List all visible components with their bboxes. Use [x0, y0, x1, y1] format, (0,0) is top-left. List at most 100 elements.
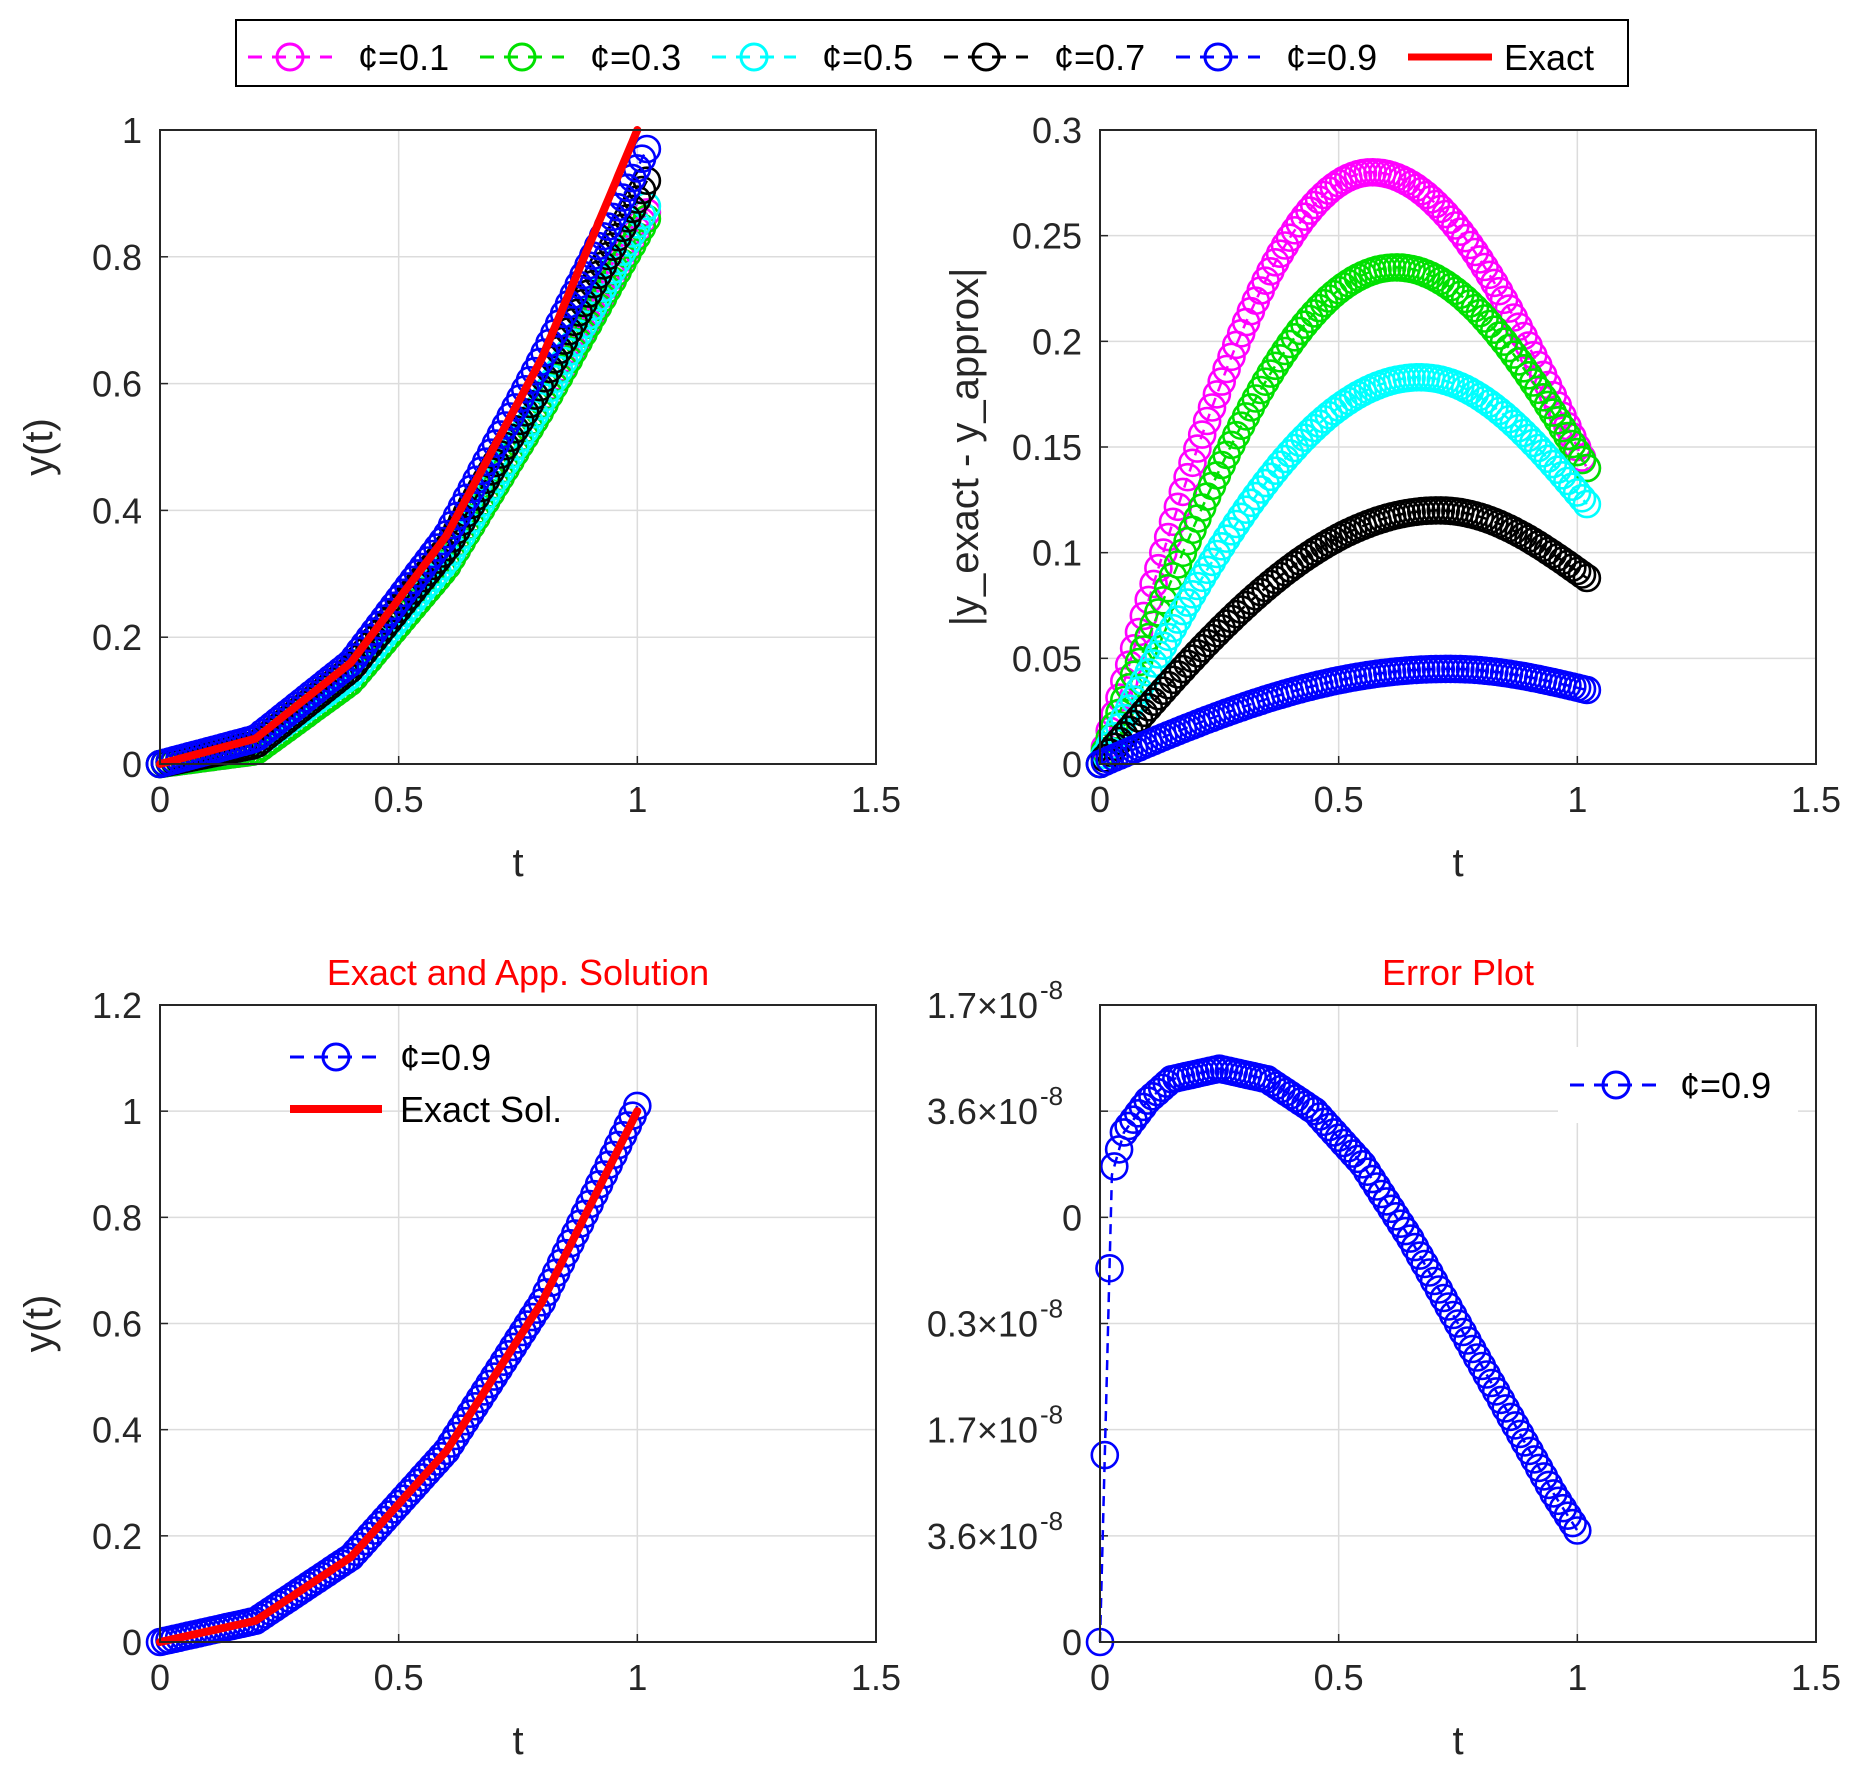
- data-point: [1090, 1440, 1120, 1470]
- data-point: [1314, 400, 1344, 430]
- data-point: [498, 1332, 528, 1362]
- data-point: [1460, 237, 1490, 267]
- data-point: [1295, 304, 1324, 334]
- data-point: [1192, 406, 1222, 436]
- data-point: [1465, 298, 1495, 328]
- data-point: [503, 1325, 533, 1354]
- data-point: [1226, 502, 1256, 532]
- data-point: [1475, 389, 1504, 418]
- legend-entry: ¢=0.3: [480, 37, 681, 78]
- data-point: [1421, 189, 1451, 219]
- data-point: [446, 1414, 476, 1443]
- data-point: [1197, 393, 1227, 422]
- data-point: [1558, 1508, 1587, 1538]
- data-point: [1173, 588, 1202, 617]
- data-point: [1528, 382, 1558, 412]
- legend-marker-icon: [1601, 1070, 1631, 1100]
- legend-marker-icon: [1203, 42, 1233, 72]
- data-point: [1553, 1501, 1583, 1530]
- data-point: [360, 1516, 390, 1545]
- axes-box: [159, 1004, 877, 1643]
- data-point: [369, 1505, 399, 1535]
- series-group: [145, 126, 662, 779]
- data-point: [1280, 550, 1310, 580]
- legend-marker-icon: [321, 1042, 351, 1072]
- series-¢=0.7: [1085, 496, 1602, 779]
- data-point: [1455, 289, 1485, 318]
- data-point: [1504, 413, 1533, 443]
- data-point: [1548, 1493, 1578, 1523]
- data-point: [1426, 194, 1456, 224]
- y-tick-label: 1.2: [92, 985, 142, 1026]
- data-point: [1431, 269, 1460, 299]
- data-point: [1261, 565, 1290, 595]
- data-point: [1192, 628, 1222, 658]
- x-tick-label: 0: [1090, 1657, 1110, 1698]
- data-point: [1523, 375, 1553, 405]
- data-point: [408, 1463, 437, 1492]
- data-point: [1265, 561, 1295, 591]
- y-tick-label: 0.3: [1032, 110, 1082, 151]
- data-point: [267, 703, 297, 733]
- data-point: [1372, 1187, 1401, 1216]
- data-point: [1144, 598, 1173, 627]
- data-point: [1519, 428, 1548, 458]
- data-point: [1319, 279, 1348, 309]
- data-point: [1324, 275, 1353, 305]
- y-tick-label: 1.7×10: [927, 985, 1038, 1026]
- data-point: [286, 687, 316, 717]
- data-point: [1538, 539, 1568, 569]
- y-tick-label: 1: [122, 1091, 142, 1132]
- y-tick-label: 0: [1062, 1197, 1082, 1238]
- data-point: [1324, 1123, 1353, 1152]
- data-point: [1285, 547, 1314, 576]
- data-point: [1197, 547, 1227, 577]
- data-point: [1562, 437, 1592, 467]
- data-point: [330, 652, 360, 682]
- legend-entry: ¢=0.9: [1176, 37, 1377, 78]
- series-group: [1085, 158, 1602, 779]
- data-point: [1095, 1254, 1124, 1283]
- data-point: [1470, 385, 1499, 415]
- data-point: [1533, 390, 1563, 420]
- data-point: [1362, 1172, 1392, 1201]
- data-point: [460, 1392, 490, 1421]
- series-line: [156, 1107, 642, 1646]
- legend-marker-icon: [971, 42, 1001, 72]
- data-point: [262, 707, 292, 736]
- data-point: [1173, 649, 1202, 679]
- y-tick-label: 3.6×10: [927, 1516, 1038, 1557]
- series-¢=0.9: [1085, 654, 1602, 779]
- data-point: [436, 1429, 466, 1458]
- legend-label: ¢=0.5: [822, 37, 913, 78]
- x-tick-label: 1.5: [851, 1657, 901, 1698]
- data-point: [1128, 1092, 1158, 1122]
- data-point: [1212, 354, 1241, 384]
- data-point: [1173, 462, 1202, 492]
- data-point: [1197, 623, 1227, 653]
- y-tick-exponent: -8: [1040, 1294, 1063, 1324]
- data-point: [1572, 489, 1602, 519]
- y-tick-label: 0.6: [92, 364, 142, 405]
- data-point: [365, 1510, 394, 1540]
- series-line: [156, 126, 642, 768]
- data-point: [1158, 665, 1188, 695]
- data-point: [1460, 293, 1490, 323]
- data-point: [1465, 245, 1495, 274]
- data-point: [374, 1500, 404, 1529]
- x-tick-label: 0: [1090, 779, 1110, 820]
- data-point: [1470, 304, 1499, 333]
- data-point: [1539, 1479, 1568, 1508]
- y-axis-label: |y_exact - y_approx|: [943, 268, 987, 627]
- data-point: [1207, 531, 1236, 561]
- x-tick-label: 0.5: [374, 779, 424, 820]
- data-point: [1548, 546, 1577, 576]
- x-axis-label: t: [512, 841, 523, 885]
- data-point: [1509, 353, 1538, 383]
- data-point: [412, 1457, 442, 1487]
- data-point: [1202, 618, 1232, 648]
- data-point: [1381, 1202, 1411, 1231]
- data-point: [455, 1399, 485, 1428]
- legend-label: ¢=0.9: [1286, 37, 1377, 78]
- y-tick-label: 0.3×10: [927, 1304, 1038, 1345]
